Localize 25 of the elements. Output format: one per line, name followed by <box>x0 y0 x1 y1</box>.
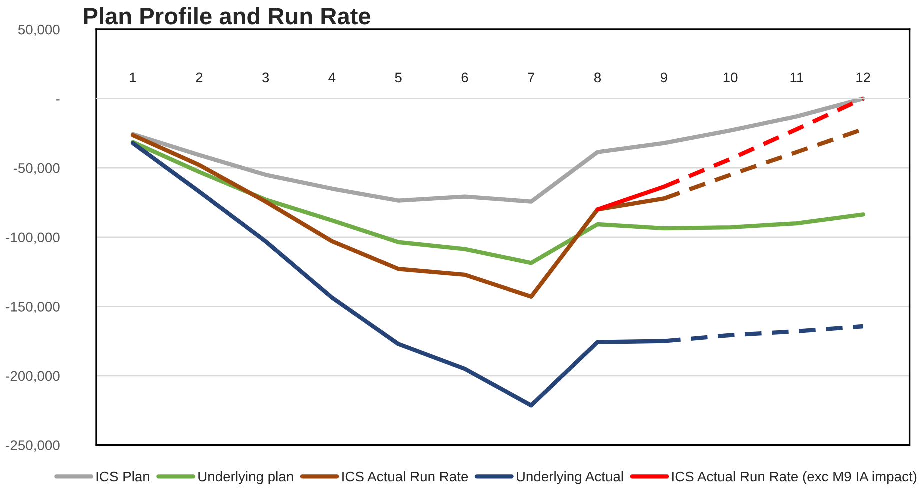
y-tick-label: -150,000 <box>6 302 60 314</box>
chart-title: Plan Profile and Run Rate <box>84 7 371 25</box>
x-tick-label: 9 <box>660 72 668 83</box>
y-tick-label: -100,000 <box>6 232 60 244</box>
x-tick-label: 5 <box>395 72 402 83</box>
x-tick-label: 8 <box>594 72 602 83</box>
y-tick-label: -250,000 <box>6 440 60 452</box>
x-tick-label: 3 <box>262 72 270 83</box>
x-tick-label: 1 <box>130 72 136 82</box>
y-tick-label: -200,000 <box>6 371 60 383</box>
legend-label: Underlying plan <box>198 471 294 484</box>
y-tick-label: -50,000 <box>14 163 60 175</box>
legend-label: ICS Actual Run Rate <box>342 471 468 482</box>
legend-label: ICS Actual Run Rate (exc M9 IA impact) <box>672 471 917 484</box>
x-tick-label: 12 <box>856 72 870 82</box>
legend-label: ICS Plan <box>96 471 150 482</box>
x-tick-label: 2 <box>196 72 203 82</box>
y-tick-label: 50,000 <box>18 24 60 36</box>
legend-label: Underlying Actual <box>516 471 624 484</box>
x-tick-label: 10 <box>724 72 738 83</box>
x-tick-label: 11 <box>790 72 804 82</box>
x-tick-label: 6 <box>462 72 468 83</box>
x-tick-label: 7 <box>528 72 535 82</box>
y-tick-label: - <box>56 100 60 101</box>
x-tick-label: 4 <box>328 72 336 82</box>
